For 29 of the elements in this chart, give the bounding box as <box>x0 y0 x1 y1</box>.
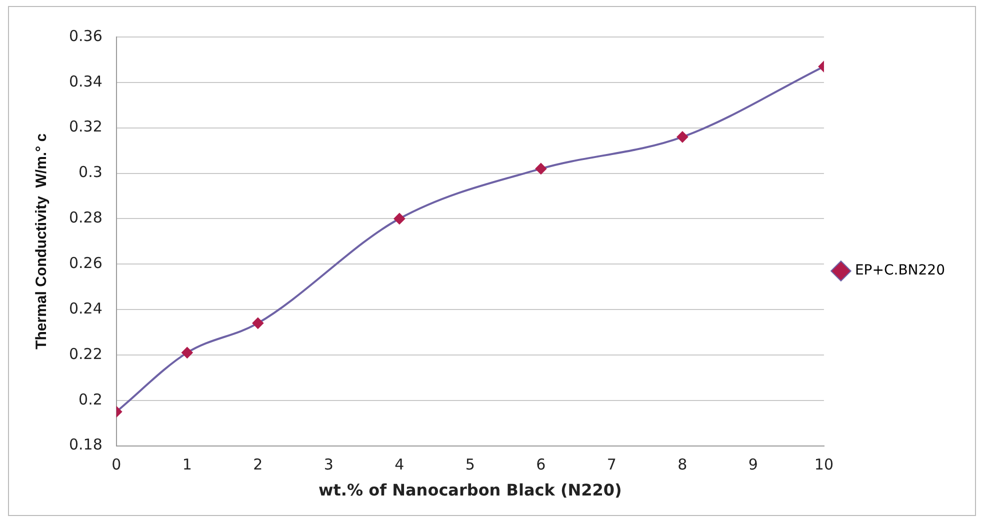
y-tick-label: 0.3 <box>78 163 102 182</box>
y-tick-label: 0.28 <box>68 208 102 227</box>
x-tick-label: 1 <box>182 456 192 474</box>
y-tick-label: 0.34 <box>68 72 102 90</box>
x-tick-label: 0 <box>112 456 122 474</box>
x-tick-label: 7 <box>606 456 616 474</box>
x-axis-title: wt.% of Nanocarbon Black (N220) <box>318 480 622 500</box>
x-tick-label: 5 <box>465 456 475 474</box>
x-tick-label: 9 <box>748 456 758 474</box>
legend-label: EP+C.BN220 <box>854 262 946 279</box>
point <box>394 213 405 224</box>
x-tick-label: 2 <box>253 456 263 474</box>
point <box>676 131 688 142</box>
point <box>252 318 264 329</box>
x-tick-label: 10 <box>814 456 834 474</box>
y-tick-label: 0.22 <box>68 344 102 363</box>
point <box>535 163 546 174</box>
x-tick-label: 6 <box>536 456 546 474</box>
point <box>182 347 193 358</box>
y-tick-label: 0.18 <box>68 436 102 454</box>
y-tick-label: 0.32 <box>68 118 102 136</box>
y-tick-label: 0.2 <box>78 390 102 408</box>
y-tick-label: 0.26 <box>68 254 102 272</box>
y-tick-label: 0.24 <box>68 299 102 318</box>
x-tick-label: 3 <box>324 456 334 474</box>
y-axis-title: Thermal Conductivity W/m.° c <box>33 133 50 350</box>
x-tick-label: 8 <box>678 456 688 474</box>
x-tick-label: 4 <box>394 456 404 474</box>
y-tick-label: 0.36 <box>68 26 102 45</box>
